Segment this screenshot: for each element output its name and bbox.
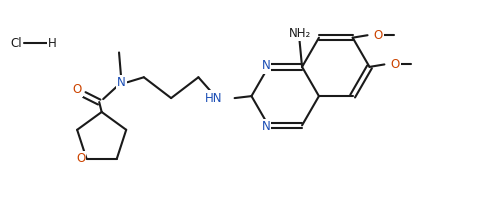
Text: H: H (48, 37, 57, 50)
Text: O: O (72, 83, 81, 96)
Text: O: O (76, 152, 85, 165)
Text: N: N (117, 76, 126, 89)
Text: Cl: Cl (10, 37, 22, 50)
Text: NH₂: NH₂ (289, 27, 310, 40)
Text: O: O (374, 29, 383, 42)
Text: N: N (261, 59, 270, 72)
Text: O: O (391, 58, 400, 71)
Text: HN: HN (205, 92, 223, 104)
Text: N: N (261, 120, 270, 133)
